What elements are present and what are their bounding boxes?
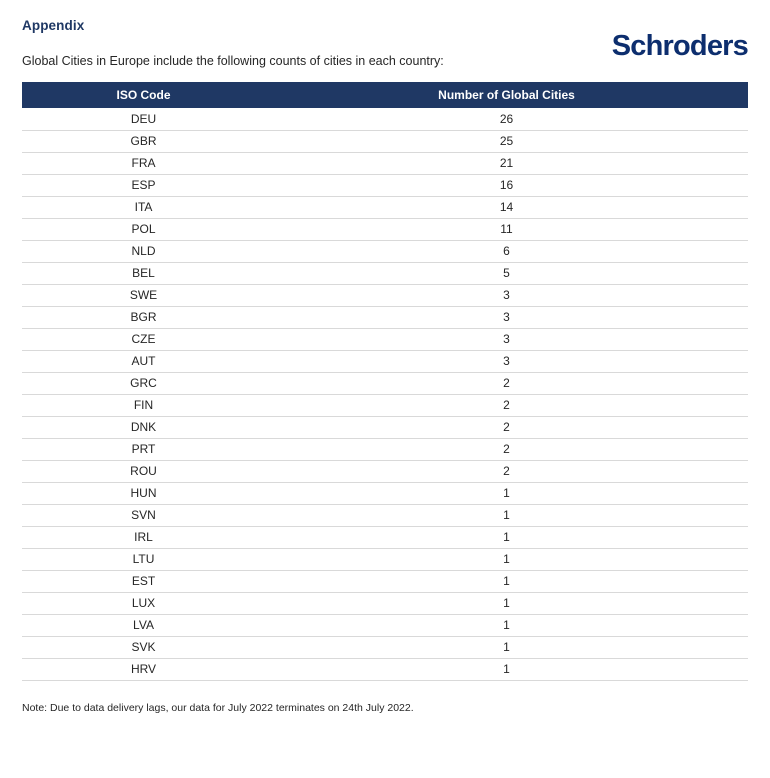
- iso-code-cell: BGR: [22, 306, 265, 329]
- global-cities-table: ISO Code Number of Global Cities DEU 26 …: [22, 82, 748, 681]
- iso-code-cell: BEL: [22, 262, 265, 285]
- city-count-cell: 11: [265, 218, 748, 241]
- city-count-cell: 2: [265, 372, 748, 395]
- table-row: ITA 14: [22, 196, 748, 219]
- city-count-cell: 1: [265, 504, 748, 527]
- table-row: NLD 6: [22, 240, 748, 263]
- city-count-cell: 2: [265, 394, 748, 417]
- table-row: HRV 1: [22, 658, 748, 681]
- iso-code-cell: GRC: [22, 372, 265, 395]
- city-count-cell: 1: [265, 570, 748, 593]
- iso-code-cell: CZE: [22, 328, 265, 351]
- schroders-logo: Schroders: [611, 30, 749, 62]
- table-row: HUN 1: [22, 482, 748, 505]
- table-row: SVN 1: [22, 504, 748, 527]
- city-count-cell: 3: [265, 350, 748, 373]
- table-row: BGR 3: [22, 306, 748, 329]
- iso-code-cell: ITA: [22, 196, 265, 219]
- column-header-iso-code: ISO Code: [22, 82, 265, 108]
- city-count-cell: 2: [265, 416, 748, 439]
- column-header-global-cities-count: Number of Global Cities: [265, 82, 748, 108]
- table-row: POL 11: [22, 218, 748, 241]
- iso-code-cell: GBR: [22, 130, 265, 153]
- table-row: BEL 5: [22, 262, 748, 285]
- intro-text: Global Cities in Europe include the foll…: [22, 54, 444, 68]
- city-count-cell: 14: [265, 196, 748, 219]
- iso-code-cell: FRA: [22, 152, 265, 175]
- iso-code-cell: ROU: [22, 460, 265, 483]
- iso-code-cell: LUX: [22, 592, 265, 615]
- table-row: ESP 16: [22, 174, 748, 197]
- table-row: GRC 2: [22, 372, 748, 395]
- iso-code-cell: ESP: [22, 174, 265, 197]
- city-count-cell: 1: [265, 658, 748, 681]
- iso-code-cell: SVK: [22, 636, 265, 659]
- footnote: Note: Due to data delivery lags, our dat…: [22, 701, 414, 714]
- city-count-cell: 6: [265, 240, 748, 263]
- table-row: CZE 3: [22, 328, 748, 351]
- iso-code-cell: LVA: [22, 614, 265, 637]
- table-row: ROU 2: [22, 460, 748, 483]
- city-count-cell: 1: [265, 526, 748, 549]
- iso-code-cell: POL: [22, 218, 265, 241]
- city-count-cell: 5: [265, 262, 748, 285]
- iso-code-cell: HUN: [22, 482, 265, 505]
- city-count-cell: 16: [265, 174, 748, 197]
- city-count-cell: 2: [265, 460, 748, 483]
- table-row: PRT 2: [22, 438, 748, 461]
- iso-code-cell: HRV: [22, 658, 265, 681]
- table-row: IRL 1: [22, 526, 748, 549]
- city-count-cell: 3: [265, 284, 748, 307]
- table-row: LUX 1: [22, 592, 748, 615]
- iso-code-cell: LTU: [22, 548, 265, 571]
- table-row: GBR 25: [22, 130, 748, 153]
- iso-code-cell: DNK: [22, 416, 265, 439]
- table-row: AUT 3: [22, 350, 748, 373]
- iso-code-cell: DEU: [22, 108, 265, 131]
- table-body: DEU 26 GBR 25 FRA 21 ESP 16: [22, 108, 748, 681]
- city-count-cell: 25: [265, 130, 748, 153]
- city-count-cell: 3: [265, 328, 748, 351]
- iso-code-cell: AUT: [22, 350, 265, 373]
- table-row: FIN 2: [22, 394, 748, 417]
- page-title: Appendix: [22, 18, 85, 33]
- city-count-cell: 26: [265, 108, 748, 131]
- table-row: DNK 2: [22, 416, 748, 439]
- iso-code-cell: NLD: [22, 240, 265, 263]
- table-row: SWE 3: [22, 284, 748, 307]
- table-row: FRA 21: [22, 152, 748, 175]
- iso-code-cell: PRT: [22, 438, 265, 461]
- iso-code-cell: FIN: [22, 394, 265, 417]
- table-header-row: ISO Code Number of Global Cities: [22, 82, 748, 108]
- iso-code-cell: SVN: [22, 504, 265, 527]
- table-row: DEU 26: [22, 108, 748, 131]
- city-count-cell: 1: [265, 614, 748, 637]
- city-count-cell: 3: [265, 306, 748, 329]
- table-row: LVA 1: [22, 614, 748, 637]
- iso-code-cell: EST: [22, 570, 265, 593]
- iso-code-cell: IRL: [22, 526, 265, 549]
- city-count-cell: 1: [265, 636, 748, 659]
- table-row: LTU 1: [22, 548, 748, 571]
- table-row: SVK 1: [22, 636, 748, 659]
- city-count-cell: 2: [265, 438, 748, 461]
- iso-code-cell: SWE: [22, 284, 265, 307]
- appendix-page: Appendix Schroders Global Cities in Euro…: [0, 18, 770, 778]
- city-count-cell: 21: [265, 152, 748, 175]
- city-count-cell: 1: [265, 548, 748, 571]
- city-count-cell: 1: [265, 482, 748, 505]
- table-row: EST 1: [22, 570, 748, 593]
- city-count-cell: 1: [265, 592, 748, 615]
